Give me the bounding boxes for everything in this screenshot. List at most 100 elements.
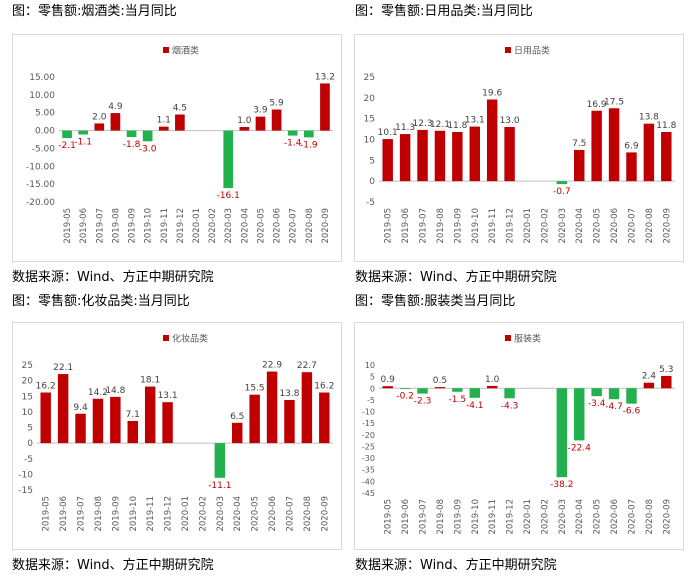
data-label: 16.2 [314,382,334,392]
x-tick-label: 2019-07 [419,499,429,535]
x-tick-label: 2019-11 [488,208,498,244]
x-tick-label: 2020-02 [208,208,218,244]
bar [75,413,86,444]
chart4-source: 数据来源：Wind、方正中期研究院 [355,558,557,573]
bar [303,130,314,138]
x-tick-label: 2020-09 [321,208,331,244]
legend: 烟酒类 [163,45,199,57]
data-label: 1.0 [485,375,500,385]
x-tick-label: 2019-08 [436,208,446,244]
legend: 化妆品类 [163,333,208,345]
x-tick-label: 2020-04 [240,208,250,244]
x-tick-label: 2019-07 [77,496,87,532]
bar [504,388,515,399]
x-tick-label: 2020-06 [273,208,283,244]
legend: 服装类 [505,333,541,345]
data-label: -16.1 [217,191,240,201]
bar [271,109,282,131]
x-tick-label: 2019-11 [146,496,156,532]
y-tick-label: -15 [18,486,33,496]
chart2-caption: 图：零售额:日用品类:当月同比 [355,4,533,19]
bar [382,139,393,182]
chart1-svg: 烟酒类 15.00 10.00 5.00 0.00 -5.00 -10.00 -15.00 -2… [26,45,335,244]
data-label: -2.1 [58,141,76,151]
data-label: 22.1 [53,363,73,373]
bar [57,374,69,444]
x-tick-label: 2019-09 [453,499,463,535]
y-tick-label: 0 [27,439,33,449]
legend-label: 烟酒类 [172,45,199,57]
data-label: -1.9 [300,140,318,150]
data-label: 16.2 [36,382,56,392]
data-label: 22.7 [297,361,317,371]
bar [504,127,515,182]
bar [626,388,637,404]
data-label: 9.4 [73,403,88,413]
x-tick-label: 2020-07 [627,499,637,535]
chart2-panel: 日用品类 25 20 15 10 5 0 -5 10.1 2019-05 11.3 2019-06 12… [354,34,684,262]
x-tick-label: 2019-07 [419,208,429,244]
x-tick-label: 2019-10 [144,208,154,244]
legend: 日用品类 [505,45,550,57]
y-tick-label: -20.00 [26,198,55,208]
chart2-source: 数据来源：Wind、方正中期研究院 [355,270,557,285]
bar [142,130,153,142]
x-tick-label: 2019-06 [79,208,89,244]
x-tick-label: 2020-09 [662,208,672,244]
x-tick-label: 2019-05 [42,496,52,532]
bar [382,386,393,389]
data-label: 0.9 [381,375,396,385]
data-label: 7.1 [126,410,140,420]
y-tick-label: -40 [362,477,375,486]
x-tick-label: 2020-03 [216,496,226,532]
x-tick-label: 2020-01 [192,208,202,244]
data-label: 13.1 [158,391,178,401]
data-label: 2.4 [642,372,657,382]
legend-swatch [505,335,511,341]
data-label: -1.8 [123,140,141,150]
bar [319,392,330,444]
chart2-svg: 日用品类 25 20 15 10 5 0 -5 10.1 2019-05 11.3 2019-06 12… [364,45,677,244]
x-tick-label: 2020-01 [523,499,533,535]
data-label: -1.4 [284,139,302,149]
data-label: -0.2 [396,392,414,402]
bar [574,149,585,182]
y-tick-label: -5 [366,198,375,208]
chart3-caption: 图：零售额:化妆品类:当月同比 [12,294,190,309]
x-tick-label: 2019-11 [160,208,170,244]
y-tick-label: 10 [22,408,34,418]
y-tick-label: 0 [370,384,375,393]
bar [469,126,480,182]
bar [608,388,620,400]
y-tick-label: 10.00 [29,91,55,101]
data-label: 2.0 [92,112,107,122]
x-tick-label: 2019-06 [401,208,411,244]
bar [266,371,278,444]
y-tick-label: 15 [22,392,33,402]
data-label: 22.9 [262,361,282,371]
bar [94,123,105,131]
data-label: -1.1 [74,138,92,148]
bar [399,134,411,182]
x-tick-label: 2019-12 [164,496,174,532]
bar [232,422,243,444]
chart4-svg: 服装类 10 5 0 -5 -10 -15 -20 -25 -30 -35 -40 -45 0.9 2019… [362,333,675,535]
x-tick-label: 2019-06 [59,496,69,532]
data-label: 4.5 [173,104,187,114]
bar [417,129,428,182]
bar [469,388,480,398]
bar [144,386,156,444]
x-tick-label: 2020-08 [645,208,655,244]
chart4-caption: 图：零售额:服装类当月同比 [355,294,516,309]
data-label: 11.8 [656,121,676,131]
data-label: 14.2 [88,388,108,398]
bar [249,394,260,444]
x-tick-label: 2019-09 [453,208,463,244]
y-tick-label: 5 [370,373,375,382]
x-tick-label: 2020-09 [662,499,672,535]
x-tick-label: 2020-07 [285,496,295,532]
bar [452,388,463,392]
data-label: -3.4 [588,399,606,409]
y-tick-label: 15 [364,115,375,125]
bar [452,132,463,182]
